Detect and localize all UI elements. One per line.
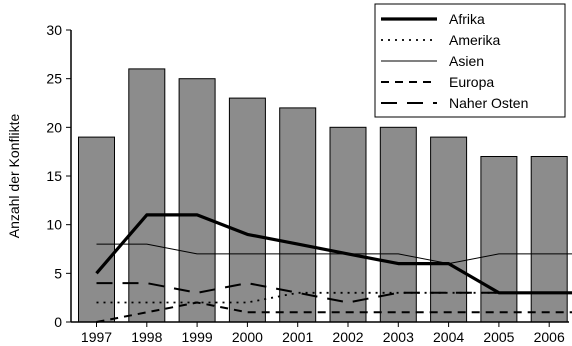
series-line-asien: [96, 243, 572, 265]
axis-layer: 0 5 10 15 20 25 30 1997 1998 1999 2000 2001 2002 2003…: [46, 22, 569, 345]
y-tick-label: 15: [46, 168, 62, 184]
legend: Afrika Amerika Asien Europa Naher Osten: [374, 3, 566, 118]
x-tick-label: 2002: [332, 329, 363, 345]
x-tick-label: 2005: [483, 329, 514, 345]
series-line-europa: [96, 301, 572, 323]
y-tick-label: 0: [54, 314, 62, 330]
x-tick-label: 2006: [534, 329, 565, 345]
legend-label: Amerika: [449, 32, 501, 48]
legend-label: Europa: [449, 74, 494, 90]
y-tick-label: 30: [46, 22, 62, 38]
y-tick-label: 20: [46, 119, 62, 135]
bar-2005: [480, 156, 518, 323]
legend-label: Naher Osten: [449, 95, 528, 111]
x-tick-label: 2000: [232, 329, 263, 345]
y-tick-label: 25: [46, 71, 62, 87]
bar-2004: [430, 136, 468, 323]
bar-2006: [530, 156, 568, 323]
bar-2002: [329, 126, 367, 323]
x-tick-label: 2001: [282, 329, 313, 345]
x-tick-label: 1999: [182, 329, 213, 345]
y-tick-label: 5: [54, 265, 62, 281]
bar-2000: [228, 97, 266, 323]
x-tick-label: 1998: [131, 329, 162, 345]
x-tick-label: 1997: [81, 329, 112, 345]
bar-1997: [78, 136, 115, 323]
x-tick-label: 2003: [383, 329, 414, 345]
x-tick-label: 2004: [433, 329, 464, 345]
legend-label: Afrika: [449, 11, 485, 27]
bar-1998: [128, 68, 166, 323]
bar-1999: [178, 78, 216, 323]
series-line-naher-osten: [96, 282, 572, 304]
legend-label: Asien: [449, 53, 484, 69]
y-axis-title: Anzahl der Konflikte: [6, 114, 22, 239]
y-tick-label: 10: [46, 217, 62, 233]
lines-layer: [95, 213, 572, 323]
